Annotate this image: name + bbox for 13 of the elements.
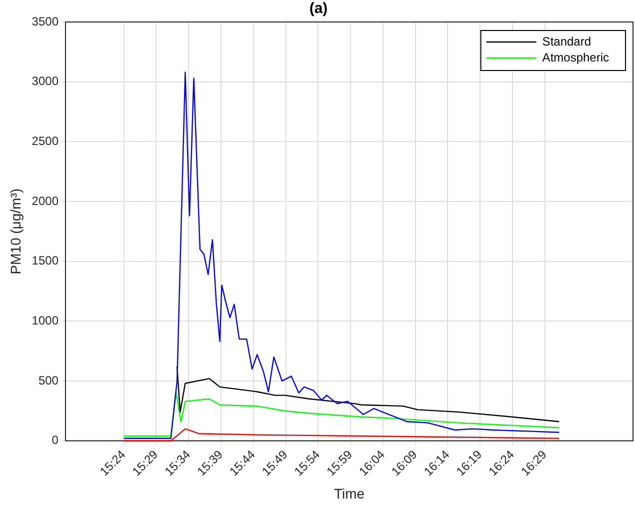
y-tick-label: 1500: [32, 254, 59, 268]
x-axis-title: Time: [334, 485, 365, 502]
chart-title: (a): [309, 0, 328, 18]
y-tick-label: 2000: [32, 194, 59, 208]
legend-label: Atmospheric: [542, 50, 610, 64]
y-tick-label: 3000: [32, 74, 59, 88]
y-tick-label: 2500: [32, 134, 59, 148]
y-tick-label: 500: [38, 373, 59, 388]
y-tick-label: 3500: [32, 14, 59, 28]
y-tick-label: 1000: [32, 313, 59, 328]
y-tick-label: 0: [52, 433, 59, 448]
legend-label: Standard: [542, 34, 592, 48]
y-axis-title: PM10 (μg/m³): [7, 188, 24, 274]
